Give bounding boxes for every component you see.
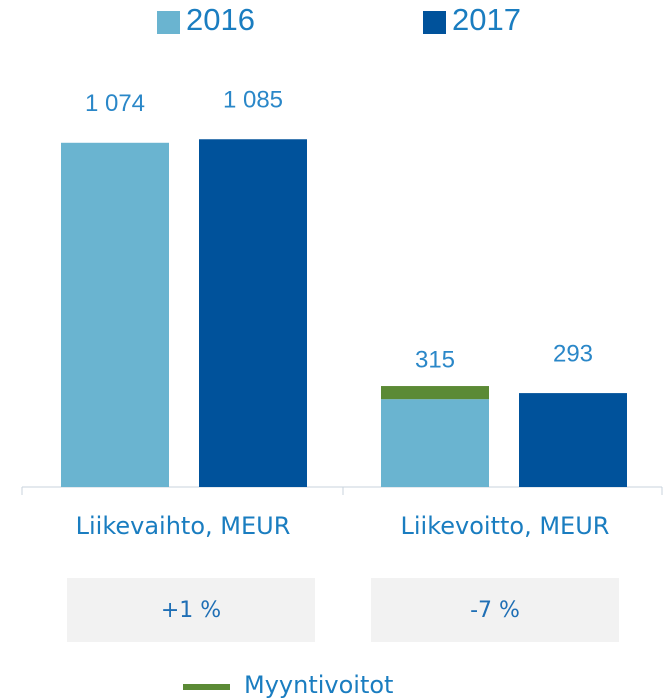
bar	[61, 142, 169, 487]
change-label: +1 %	[161, 598, 221, 623]
legend-swatch	[183, 684, 230, 690]
legend-label: 2016	[186, 2, 255, 37]
change-box	[371, 578, 619, 642]
legend-label: Myyntivoitot	[244, 671, 393, 699]
legend-swatch	[423, 11, 446, 34]
bar	[381, 386, 489, 400]
change-label: -7 %	[470, 598, 520, 623]
legend-swatch	[157, 11, 180, 34]
x-tick-label: Liikevoitto, MEUR	[401, 512, 610, 540]
bar	[381, 399, 489, 487]
data-label: 293	[553, 340, 593, 367]
legend-label: 2017	[452, 2, 521, 37]
data-label: 1 085	[223, 87, 283, 114]
x-tick-label: Liikevaihto, MEUR	[76, 512, 291, 540]
stack-total-label: 315	[415, 346, 455, 373]
data-label: 1 074	[85, 90, 145, 117]
bar	[199, 139, 307, 487]
change-box	[67, 578, 315, 642]
bar	[519, 393, 627, 487]
